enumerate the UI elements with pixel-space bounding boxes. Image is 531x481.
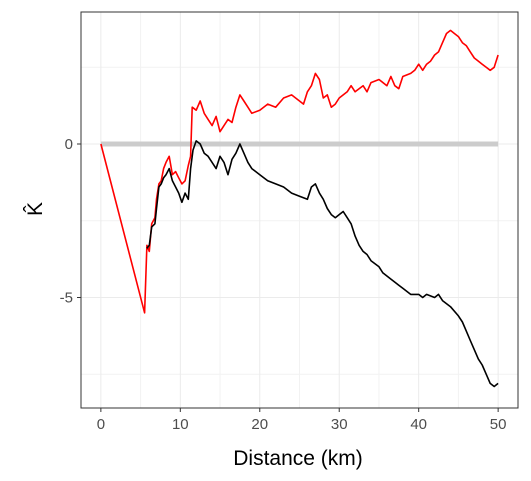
x-tick-label: 50: [490, 416, 507, 433]
plot-panel-border: [80, 11, 519, 409]
y-axis-ticks: -5 0: [60, 136, 81, 306]
y-tick-label: 0: [65, 136, 73, 153]
x-axis-ticks: 0 10 20 30 40 50: [97, 408, 507, 433]
y-axis-title: K̂: [24, 202, 47, 216]
y-tick-label: -5: [60, 289, 73, 306]
series-line-1: [100, 29, 499, 314]
major-gridlines: [81, 12, 518, 408]
x-tick-label: 30: [331, 416, 348, 433]
x-tick-label: 0: [97, 416, 105, 433]
x-tick-label: 40: [410, 416, 427, 433]
series-line-2: [146, 140, 499, 388]
x-tick-label: 10: [172, 416, 189, 433]
x-axis-title: Distance (km): [233, 447, 363, 470]
x-tick-label: 20: [251, 416, 268, 433]
series-lines: [100, 29, 499, 388]
